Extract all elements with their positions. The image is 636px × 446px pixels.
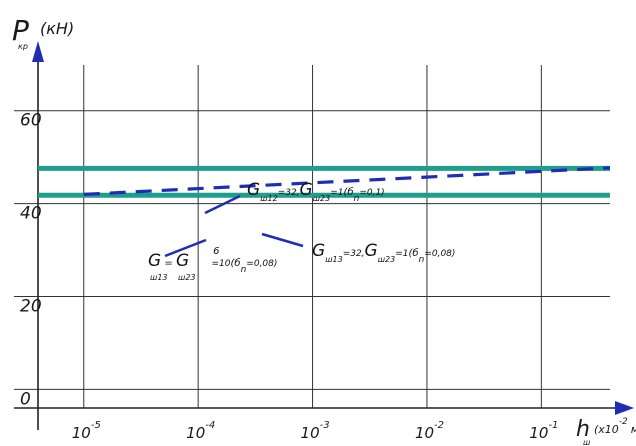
y-tick-label: 60 <box>20 111 42 131</box>
x-tick-label: 10-5 <box>72 420 101 442</box>
x-tick-label: 10-1 <box>529 420 558 442</box>
annotation-label-1: Gш12=32,Gш23=1(бn=0,1) <box>247 180 385 204</box>
x-tick-label: 10-3 <box>301 420 330 442</box>
x-tick-label: 10-4 <box>186 420 215 442</box>
annotation-label-3: Gш13=32,Gш23=1(бn=0,08) <box>312 241 455 265</box>
y-tick-label: 20 <box>20 297 42 317</box>
x-tick-label: 10-2 <box>415 420 444 442</box>
annotation-label-2-sub-b: ш23 <box>178 273 196 282</box>
annotation-leader <box>164 238 207 258</box>
y-tick-label: 40 <box>20 204 42 224</box>
annotation-label-2-sub-a: ш13 <box>150 273 168 282</box>
x-axis-label-sub: ш <box>583 438 591 446</box>
x-axis-label-unit: (х10-2м) <box>594 417 636 436</box>
y-axis-label-sub: кр <box>18 42 28 51</box>
series-line-dashed <box>83 166 611 196</box>
y-axis-label-main: P <box>12 14 29 47</box>
annotation-label-2: G = G 6 =10(бn=0,08) <box>148 246 277 275</box>
x-axis-arrow <box>615 401 634 415</box>
y-axis-arrow <box>32 41 44 62</box>
x-axis-label-main: h <box>576 417 590 442</box>
annotation-leader <box>204 194 241 215</box>
y-tick-label: 0 <box>20 389 31 409</box>
annotation-leader <box>261 232 304 248</box>
y-axis-label-unit: (кН) <box>40 19 74 38</box>
